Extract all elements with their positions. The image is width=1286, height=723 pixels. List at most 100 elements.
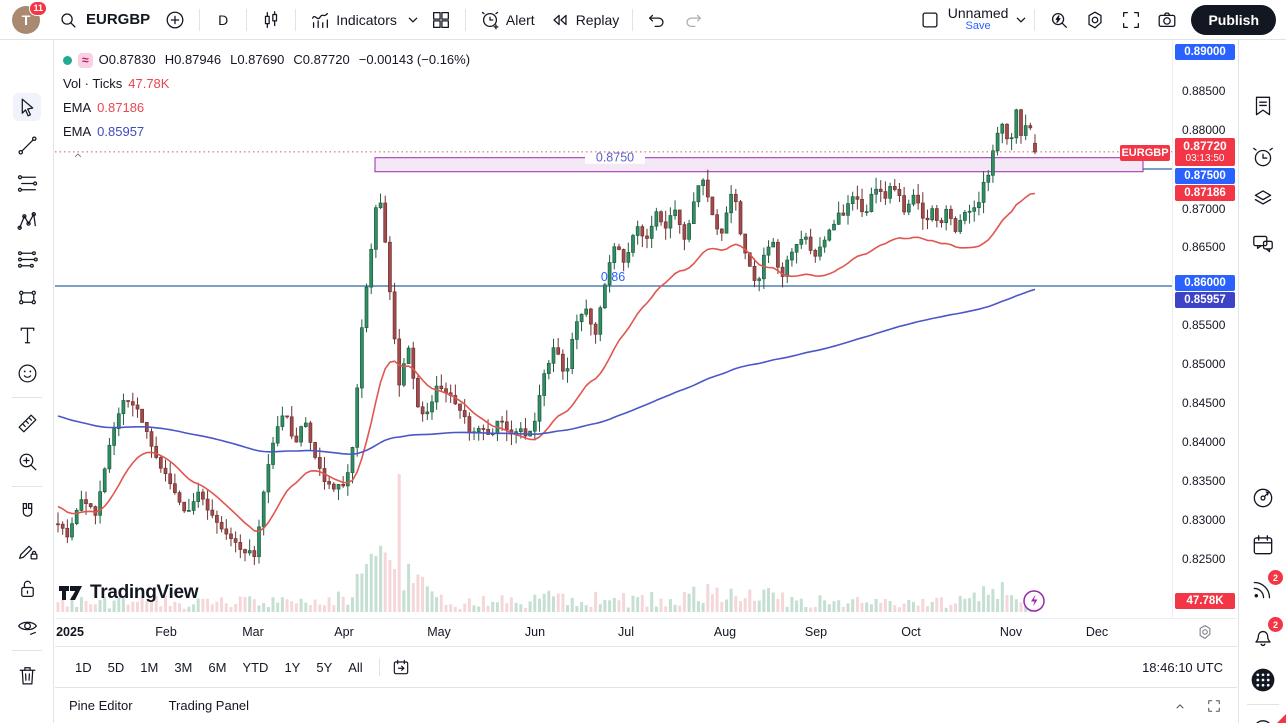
range-5Y-button[interactable]: 5Y (308, 655, 340, 680)
clock[interactable]: 18:46:10 UTC (1142, 659, 1223, 675)
range-3M-button[interactable]: 3M (166, 655, 200, 680)
range-All-button[interactable]: All (340, 655, 370, 680)
range-YTD-button[interactable]: YTD (234, 655, 276, 680)
ema1-value: 0.87186 (97, 100, 145, 115)
emoji-tool-button[interactable] (13, 359, 41, 387)
last-price-tag[interactable]: 0.87720 03:13:50 (1175, 138, 1235, 166)
chat-panel-button[interactable] (1247, 228, 1279, 260)
magnet-mode-button[interactable] (13, 498, 41, 526)
save-link[interactable]: Save (965, 20, 991, 33)
calendar-panel-button[interactable] (1247, 529, 1279, 561)
price-tag[interactable]: 0.89000 (1175, 44, 1235, 60)
layout-select-checkbox[interactable] (912, 5, 948, 35)
fullscreen-button[interactable] (1113, 5, 1149, 35)
eye-edit-icon (15, 614, 40, 639)
user-avatar[interactable]: T 11 (12, 0, 47, 34)
text-tool-button[interactable] (13, 321, 41, 349)
redo-button[interactable] (675, 5, 711, 35)
help-button-button[interactable] (1247, 714, 1279, 723)
notifications-panel-button[interactable]: 2 (1247, 617, 1283, 652)
pane-collapse-button[interactable] (68, 147, 88, 163)
layout-templates-button[interactable] (423, 5, 459, 35)
watchlist-panel-button[interactable] (1247, 90, 1279, 122)
lock-all-drawings-button[interactable] (13, 574, 41, 602)
news-panel-button[interactable]: 2 (1247, 570, 1283, 605)
range-6M-button[interactable]: 6M (200, 655, 234, 680)
price-tag[interactable]: 0.87500 (1175, 168, 1235, 184)
panel-maximize-icon[interactable] (1205, 697, 1223, 715)
toolbar-divider (199, 8, 201, 31)
go-to-date-button[interactable] (388, 654, 414, 680)
interval-button[interactable]: D (206, 8, 240, 32)
hide-drawings-button[interactable] (13, 612, 41, 640)
panel-expand-chevron[interactable] (1171, 697, 1189, 715)
price-tag[interactable]: 0.85957 (1175, 292, 1235, 308)
legend-ema2-row[interactable]: EMA 0.85957 (63, 120, 470, 144)
range-1D-button[interactable]: 1D (67, 655, 100, 680)
gear-icon (1196, 623, 1216, 641)
measure-tool-button[interactable] (13, 409, 41, 437)
toolbar-divider (1034, 8, 1036, 31)
indicators-button[interactable]: Indicators (302, 5, 423, 35)
layout-menu-chevron[interactable] (1008, 5, 1028, 35)
shapes-tool-button[interactable] (13, 283, 41, 311)
pine-editor-tab[interactable]: Pine Editor (69, 698, 133, 713)
price-axis[interactable]: 0.88500 0.88000 0.87000 0.86500 0.85500 0.850… (1172, 40, 1237, 618)
compare-add-symbol-button[interactable] (157, 5, 193, 35)
bar-replay-button[interactable]: Replay (542, 5, 627, 35)
range-5D-button[interactable]: 5D (100, 655, 133, 680)
forecast-tool-button[interactable] (13, 245, 41, 273)
legend-ema1-row[interactable]: EMA 0.87186 (63, 96, 470, 120)
redo-icon (682, 9, 704, 31)
ohlc-low: L0.87690 (230, 52, 285, 67)
time-axis[interactable]: 2025 Feb Mar Apr May Jun Jul Aug Sep Oct Nov Dec (55, 618, 1237, 646)
interval-label: D (218, 11, 229, 28)
trading-panel-tab[interactable]: Trading Panel (168, 698, 250, 713)
legend-volume-row[interactable]: Vol · Ticks 47.78K (63, 72, 470, 96)
object-tree-panel-button[interactable] (1247, 182, 1279, 214)
quick-search-button[interactable] (1041, 5, 1077, 35)
chart-type-button[interactable] (253, 5, 289, 35)
rss-icon (1250, 576, 1276, 602)
time-tick-label: Sep (804, 625, 828, 639)
zoom-in-tool-button[interactable] (13, 447, 41, 475)
symbol-search-button[interactable]: EURGBP (50, 5, 157, 35)
draw-lock-icon (15, 538, 40, 563)
cursor-icon (15, 95, 40, 120)
ohlc-change: −0.00143 (−0.16%) (358, 52, 471, 67)
fib-retracement-tool-button[interactable] (13, 169, 41, 197)
time-tick-label: Feb (155, 625, 177, 639)
time-tick-label: Aug (713, 625, 737, 639)
alerts-panel-button[interactable] (1247, 141, 1279, 173)
price-tag[interactable]: 0.86000 (1175, 275, 1235, 291)
snapshot-button[interactable] (1149, 5, 1185, 35)
calendar-arrow-icon (391, 657, 411, 677)
plus-circle-icon (164, 9, 186, 31)
publish-button[interactable]: Publish (1191, 4, 1276, 35)
price-tag[interactable]: 0.87186 (1175, 185, 1235, 201)
cursor-tool-button[interactable] (13, 93, 41, 121)
chart-settings-button[interactable] (1077, 5, 1113, 35)
price-chart[interactable]: 0.86 0.8750 (55, 40, 1172, 618)
watermark-text: TradingView (90, 582, 199, 603)
screener-panel-button[interactable] (1247, 482, 1279, 514)
remove-objects-button[interactable] (13, 661, 41, 689)
time-tick-label: Apr (334, 625, 354, 639)
range-1Y-button[interactable]: 1Y (276, 655, 308, 680)
legend-ohlc-row[interactable]: ≈ O0.87830 H0.87946 L0.87690 C0.87720 −0… (63, 48, 470, 72)
price-tick-label: 0.84500 (1182, 396, 1226, 410)
apps-menu-button[interactable] (1247, 664, 1279, 696)
drawing-mode-lock-button[interactable] (13, 536, 41, 564)
target-icon (1250, 485, 1276, 511)
range-1M-button[interactable]: 1M (132, 655, 166, 680)
count-badge: 2 (1268, 570, 1283, 585)
rewind-icon (549, 9, 571, 31)
layout-name-save[interactable]: Unnamed Save (948, 6, 1009, 32)
range-footer: 1D 5D 1M 3M 6M YTD 1Y 5Y All 18:46:10 UTC (55, 646, 1237, 687)
trend-line-tool-button[interactable] (13, 131, 41, 159)
pattern-tool-button[interactable] (13, 207, 41, 235)
undo-button[interactable] (639, 5, 675, 35)
axis-settings-button[interactable] (1196, 623, 1216, 643)
create-alert-button[interactable]: Alert (472, 5, 542, 35)
price-tag[interactable]: 47.78K (1175, 593, 1235, 609)
